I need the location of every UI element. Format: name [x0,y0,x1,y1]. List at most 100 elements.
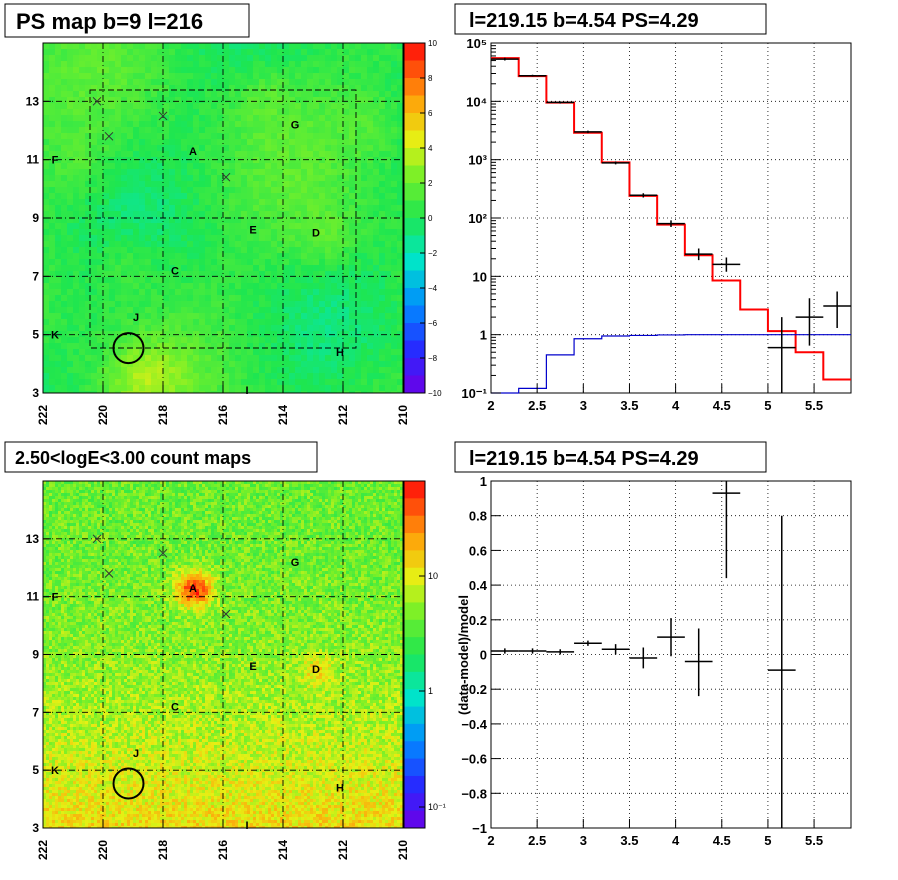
y-tick-label: 7 [32,705,39,719]
colorbar-step [404,183,425,201]
x-tick-label: 216 [216,405,230,425]
source-label: D [312,228,320,240]
x-tick-label: 210 [396,840,410,860]
colorbar-step [404,585,425,603]
colorbar-tick-label: 2 [428,179,433,188]
y-tick-label: 7 [32,269,39,283]
colorbar-step [404,271,425,289]
residual-title: l=219.15 b=4.54 PS=4.29 [469,448,699,470]
source-label: H [336,783,344,795]
colorbar-step [404,550,425,568]
y-tick-label: 9 [32,211,39,225]
colorbar-tick-label: −10 [428,389,442,398]
x-tick-label: 2 [487,398,494,413]
colorbar-step [404,306,425,324]
colorbar-step [404,78,425,96]
colorbar-step [404,602,425,620]
colorbar-step [404,498,425,516]
source-label: E [249,661,256,673]
y-tick-label: 10³ [468,153,487,168]
y-tick-label: 3 [32,386,39,400]
colorbar-step [404,376,425,394]
y-tick-label: 1 [480,328,487,343]
y-tick-label: 5 [32,763,39,777]
source-label: C [171,702,179,714]
y-tick-label: 10 [473,269,487,284]
colorbar-step [404,620,425,638]
colorbar-tick-label: −6 [428,319,438,328]
x-tick-label: 210 [396,405,410,425]
colorbar-step [404,61,425,79]
colorbar-tick-label: 6 [428,109,433,118]
colorbar-step [404,741,425,759]
colorbar-step [404,323,425,341]
x-tick-label: 212 [336,840,350,860]
x-tick-label: 216 [216,840,230,860]
colorbar-step [404,148,425,166]
y-tick-label: 0.6 [469,543,487,558]
colorbar-step [404,811,425,829]
source-label: H [336,347,344,359]
colorbar-tick-label: 10⁻¹ [428,802,446,812]
colorbar-step [404,724,425,742]
source-label: I [245,820,248,832]
count-map-title: 2.50<logE<3.00 count maps [15,448,251,468]
source-label: I [245,385,248,397]
x-tick-label: 222 [36,840,50,860]
x-tick-label: 218 [156,405,170,425]
colorbar-tick-label: −2 [428,249,438,258]
y-tick-label: 0.4 [469,578,488,593]
colorbar-step [404,131,425,149]
x-tick-label: 218 [156,840,170,860]
source-label: K [51,765,59,777]
y-tick-label: 1 [480,474,487,489]
colorbar-tick-label: 0 [428,214,433,223]
x-tick-label: 214 [276,405,290,425]
x-tick-label: 2.5 [528,398,546,413]
colorbar-step [404,218,425,236]
colorbar-step [404,43,425,61]
colorbar-tick-label: −8 [428,354,438,363]
colorbar-step [404,96,425,114]
source-label: G [291,120,300,132]
x-tick-label: 2.5 [528,833,546,848]
x-tick-label: 4.5 [713,833,731,848]
x-tick-label: 5 [764,398,771,413]
x-tick-label: 3.5 [620,833,638,848]
colorbar-step [404,776,425,794]
colorbar-step [404,568,425,586]
source-label: F [52,155,59,167]
source-label: A [189,583,197,595]
colorbar-step [404,689,425,707]
colorbar-step [404,166,425,184]
y-tick-label: 10² [468,211,487,226]
y-tick-label: 11 [26,590,39,604]
colorbar-tick-label: 8 [428,74,433,83]
source-label: A [189,146,197,158]
colorbar-step [404,655,425,673]
y-tick-label: 0.2 [469,613,487,628]
colorbar-step [404,288,425,306]
source-label: C [171,266,179,278]
colorbar-step [404,341,425,359]
y-tick-label: 0.8 [469,509,487,524]
y-tick-label: −0.6 [461,752,487,767]
y-tick-label: 11 [26,153,39,167]
source-label: J [133,312,139,324]
data-point [519,75,547,77]
y-tick-label: 13 [26,94,40,108]
ps-map-title: PS map b=9 l=216 [16,9,203,34]
colorbar-tick-label: 10 [428,571,438,581]
y-tick-label: −1 [472,821,487,836]
x-tick-label: 220 [96,840,110,860]
colorbar-step [404,236,425,254]
x-tick-label: 4 [672,833,680,848]
source-label: D [312,664,320,676]
colorbar-step [404,201,425,219]
colorbar-tick-label: 4 [428,144,433,153]
